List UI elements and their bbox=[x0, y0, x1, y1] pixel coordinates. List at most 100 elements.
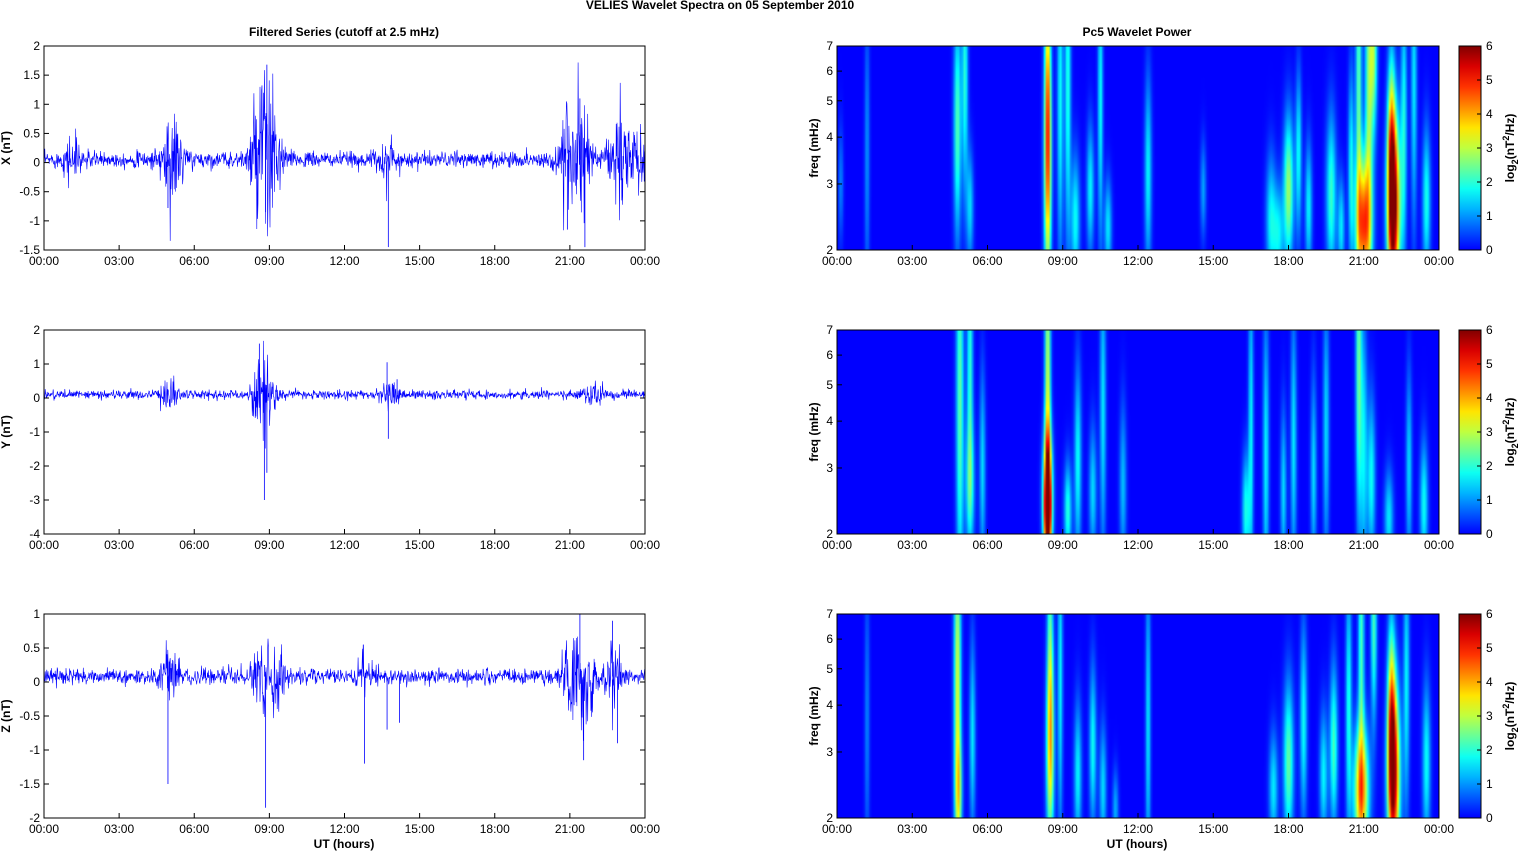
y-wavelet-cbar-tick-label-3: 3 bbox=[1486, 425, 1493, 439]
z-series-ytick-label-6: -2 bbox=[29, 811, 40, 825]
x-series-xtick-label-1: 03:00 bbox=[104, 254, 134, 268]
y-series-ytick-label-5: -3 bbox=[29, 493, 40, 507]
x-wavelet-colorbar: 6 5 4 3 2 1 0 log2(nT2/Hz) bbox=[1458, 39, 1520, 257]
x-wavelet-cbar-tick-label-2: 4 bbox=[1486, 107, 1493, 121]
y-wavelet-xtick-label-0: 00:00 bbox=[822, 538, 852, 552]
z-series-xtick-label-5: 15:00 bbox=[405, 822, 435, 836]
x-series-ytick-label-4: 0 bbox=[33, 156, 40, 170]
z-wavelet-xtick-label-0: 00:00 bbox=[822, 822, 852, 836]
z-wavelet-cbar-tick-label-5: 1 bbox=[1486, 777, 1493, 791]
x-wavelet-xtick-label-8: 00:00 bbox=[1424, 254, 1454, 268]
z-wavelet-ylabel: freq (mHz) bbox=[807, 686, 821, 745]
y-wavelet-cbar-tick-label-6: 0 bbox=[1486, 527, 1493, 541]
left-column-title: Filtered Series (cutoff at 2.5 mHz) bbox=[249, 25, 439, 39]
x-wavelet-cbar-tick-label-4: 2 bbox=[1486, 175, 1493, 189]
z-wavelet-xtick-label-4: 12:00 bbox=[1123, 822, 1153, 836]
figure-title: VELIES Wavelet Spectra on 05 September 2… bbox=[586, 0, 855, 12]
x-wavelet-image bbox=[837, 46, 1439, 250]
y-series-axes-box bbox=[43, 329, 646, 535]
y-series-ytick-label-4: -2 bbox=[29, 459, 40, 473]
y-wavelet-cbar-tick-label-2: 4 bbox=[1486, 391, 1493, 405]
y-wavelet-cbar-label: log2(nT2/Hz) bbox=[1501, 398, 1520, 467]
y-wavelet-xtick-label-3: 09:00 bbox=[1048, 538, 1078, 552]
z-wavelet-xtick-label-3: 09:00 bbox=[1048, 822, 1078, 836]
z-wavelet-cbar-label: log2(nT2/Hz) bbox=[1501, 682, 1520, 751]
y-wavelet-xtick-label-2: 06:00 bbox=[972, 538, 1002, 552]
left-xlabel: UT (hours) bbox=[314, 837, 375, 851]
x-wavelet-cbar-tick-label-1: 5 bbox=[1486, 73, 1493, 87]
z-wavelet-cbar-tick-label-2: 4 bbox=[1486, 675, 1493, 689]
x-series-xtick-label-7: 21:00 bbox=[555, 254, 585, 268]
x-wavelet-ytick-label-1: 6 bbox=[826, 64, 833, 78]
z-wavelet-cbar-tick-label-0: 6 bbox=[1486, 607, 1493, 621]
x-wavelet-ytick-label-3: 4 bbox=[826, 130, 833, 144]
y-series-xtick-label-0: 00:00 bbox=[29, 538, 59, 552]
z-series-ytick-label-4: -1 bbox=[29, 743, 40, 757]
z-wavelet-ytick-label-2: 5 bbox=[826, 662, 833, 676]
x-series-xtick-label-8: 00:00 bbox=[630, 254, 660, 268]
x-series-xtick-label-5: 15:00 bbox=[405, 254, 435, 268]
y-wavelet-cbar-tick-label-4: 2 bbox=[1486, 459, 1493, 473]
y-wavelet-cbar-tick-label-5: 1 bbox=[1486, 493, 1493, 507]
y-wavelet-ylabel: freq (mHz) bbox=[807, 402, 821, 461]
z-series-panel: 10.50-0.5-1-1.5-200:00 03:00 06:00 09:00 12:… bbox=[0, 607, 660, 836]
z-series-ylabel: Z (nT) bbox=[0, 699, 13, 732]
z-wavelet-ytick-label-1: 6 bbox=[826, 632, 833, 646]
x-series-ytick-label-2: 1 bbox=[33, 97, 40, 111]
y-wavelet-ytick-label-0: 7 bbox=[826, 323, 833, 337]
z-series-xtick-label-6: 18:00 bbox=[480, 822, 510, 836]
x-wavelet-cbar-tick-label-6: 0 bbox=[1486, 243, 1493, 257]
x-wavelet-xtick-label-4: 12:00 bbox=[1123, 254, 1153, 268]
z-wavelet-ytick-label-4: 3 bbox=[826, 745, 833, 759]
z-series-xtick-label-0: 00:00 bbox=[29, 822, 59, 836]
y-series-xtick-label-7: 21:00 bbox=[555, 538, 585, 552]
z-wavelet-image bbox=[837, 614, 1439, 818]
z-series-xtick-label-7: 21:00 bbox=[555, 822, 585, 836]
y-series-ytick-label-1: 1 bbox=[33, 357, 40, 371]
x-wavelet-xtick-label-2: 06:00 bbox=[972, 254, 1002, 268]
y-series-xtick-label-1: 03:00 bbox=[104, 538, 134, 552]
x-series-trace bbox=[44, 62, 645, 241]
y-wavelet-xtick-label-7: 21:00 bbox=[1349, 538, 1379, 552]
z-series-xtick-label-4: 12:00 bbox=[329, 822, 359, 836]
z-wavelet-xtick-label-7: 21:00 bbox=[1349, 822, 1379, 836]
x-series-ytick-label-6: -1 bbox=[29, 214, 40, 228]
x-wavelet-ytick-label-4: 3 bbox=[826, 177, 833, 191]
z-wavelet-cbar-tick-label-6: 0 bbox=[1486, 811, 1493, 825]
z-series-xtick-label-2: 06:00 bbox=[179, 822, 209, 836]
x-series-ytick-label-3: 0.5 bbox=[23, 126, 40, 140]
y-series-xtick-label-3: 09:00 bbox=[254, 538, 284, 552]
x-wavelet-xtick-label-1: 03:00 bbox=[897, 254, 927, 268]
x-series-xtick-label-4: 12:00 bbox=[329, 254, 359, 268]
x-wavelet-xtick-label-3: 09:00 bbox=[1048, 254, 1078, 268]
y-series-ytick-label-2: 0 bbox=[33, 391, 40, 405]
z-series-ytick-label-3: -0.5 bbox=[19, 709, 40, 723]
z-series-ytick-label-5: -1.5 bbox=[19, 777, 40, 791]
x-wavelet-cbar-label: log2(nT2/Hz) bbox=[1501, 114, 1520, 183]
z-wavelet-ytick-label-5: 2 bbox=[826, 811, 833, 825]
z-wavelet-xtick-label-6: 18:00 bbox=[1273, 822, 1303, 836]
z-series-ytick-label-1: 0.5 bbox=[23, 641, 40, 655]
x-series-xtick-label-3: 09:00 bbox=[254, 254, 284, 268]
x-wavelet-xtick-label-5: 15:00 bbox=[1198, 254, 1228, 268]
z-wavelet-cbar-tick-label-4: 2 bbox=[1486, 743, 1493, 757]
y-series-xtick-label-4: 12:00 bbox=[329, 538, 359, 552]
x-series-xtick-label-2: 06:00 bbox=[179, 254, 209, 268]
z-wavelet-ytick-label-3: 4 bbox=[826, 698, 833, 712]
x-series-ytick-label-7: -1.5 bbox=[19, 243, 40, 257]
x-wavelet-cbar-tick-label-5: 1 bbox=[1486, 209, 1493, 223]
x-wavelet-xtick-label-6: 18:00 bbox=[1273, 254, 1303, 268]
y-series-xtick-label-8: 00:00 bbox=[630, 538, 660, 552]
right-xlabel: UT (hours) bbox=[1107, 837, 1168, 851]
y-series-ytick-label-3: -1 bbox=[29, 425, 40, 439]
x-wavelet-xtick-label-0: 00:00 bbox=[822, 254, 852, 268]
y-wavelet-ytick-label-2: 5 bbox=[826, 378, 833, 392]
x-series-panel: 21.510.50-0.5-1-1.500:00 03:00 06:00 09:00 1… bbox=[0, 39, 660, 268]
y-series-ylabel: Y (nT) bbox=[0, 415, 13, 449]
x-wavelet-ytick-label-5: 2 bbox=[826, 243, 833, 257]
x-series-axes-box bbox=[43, 45, 646, 251]
z-wavelet-xtick-label-1: 03:00 bbox=[897, 822, 927, 836]
z-series-axes-box bbox=[43, 613, 646, 819]
